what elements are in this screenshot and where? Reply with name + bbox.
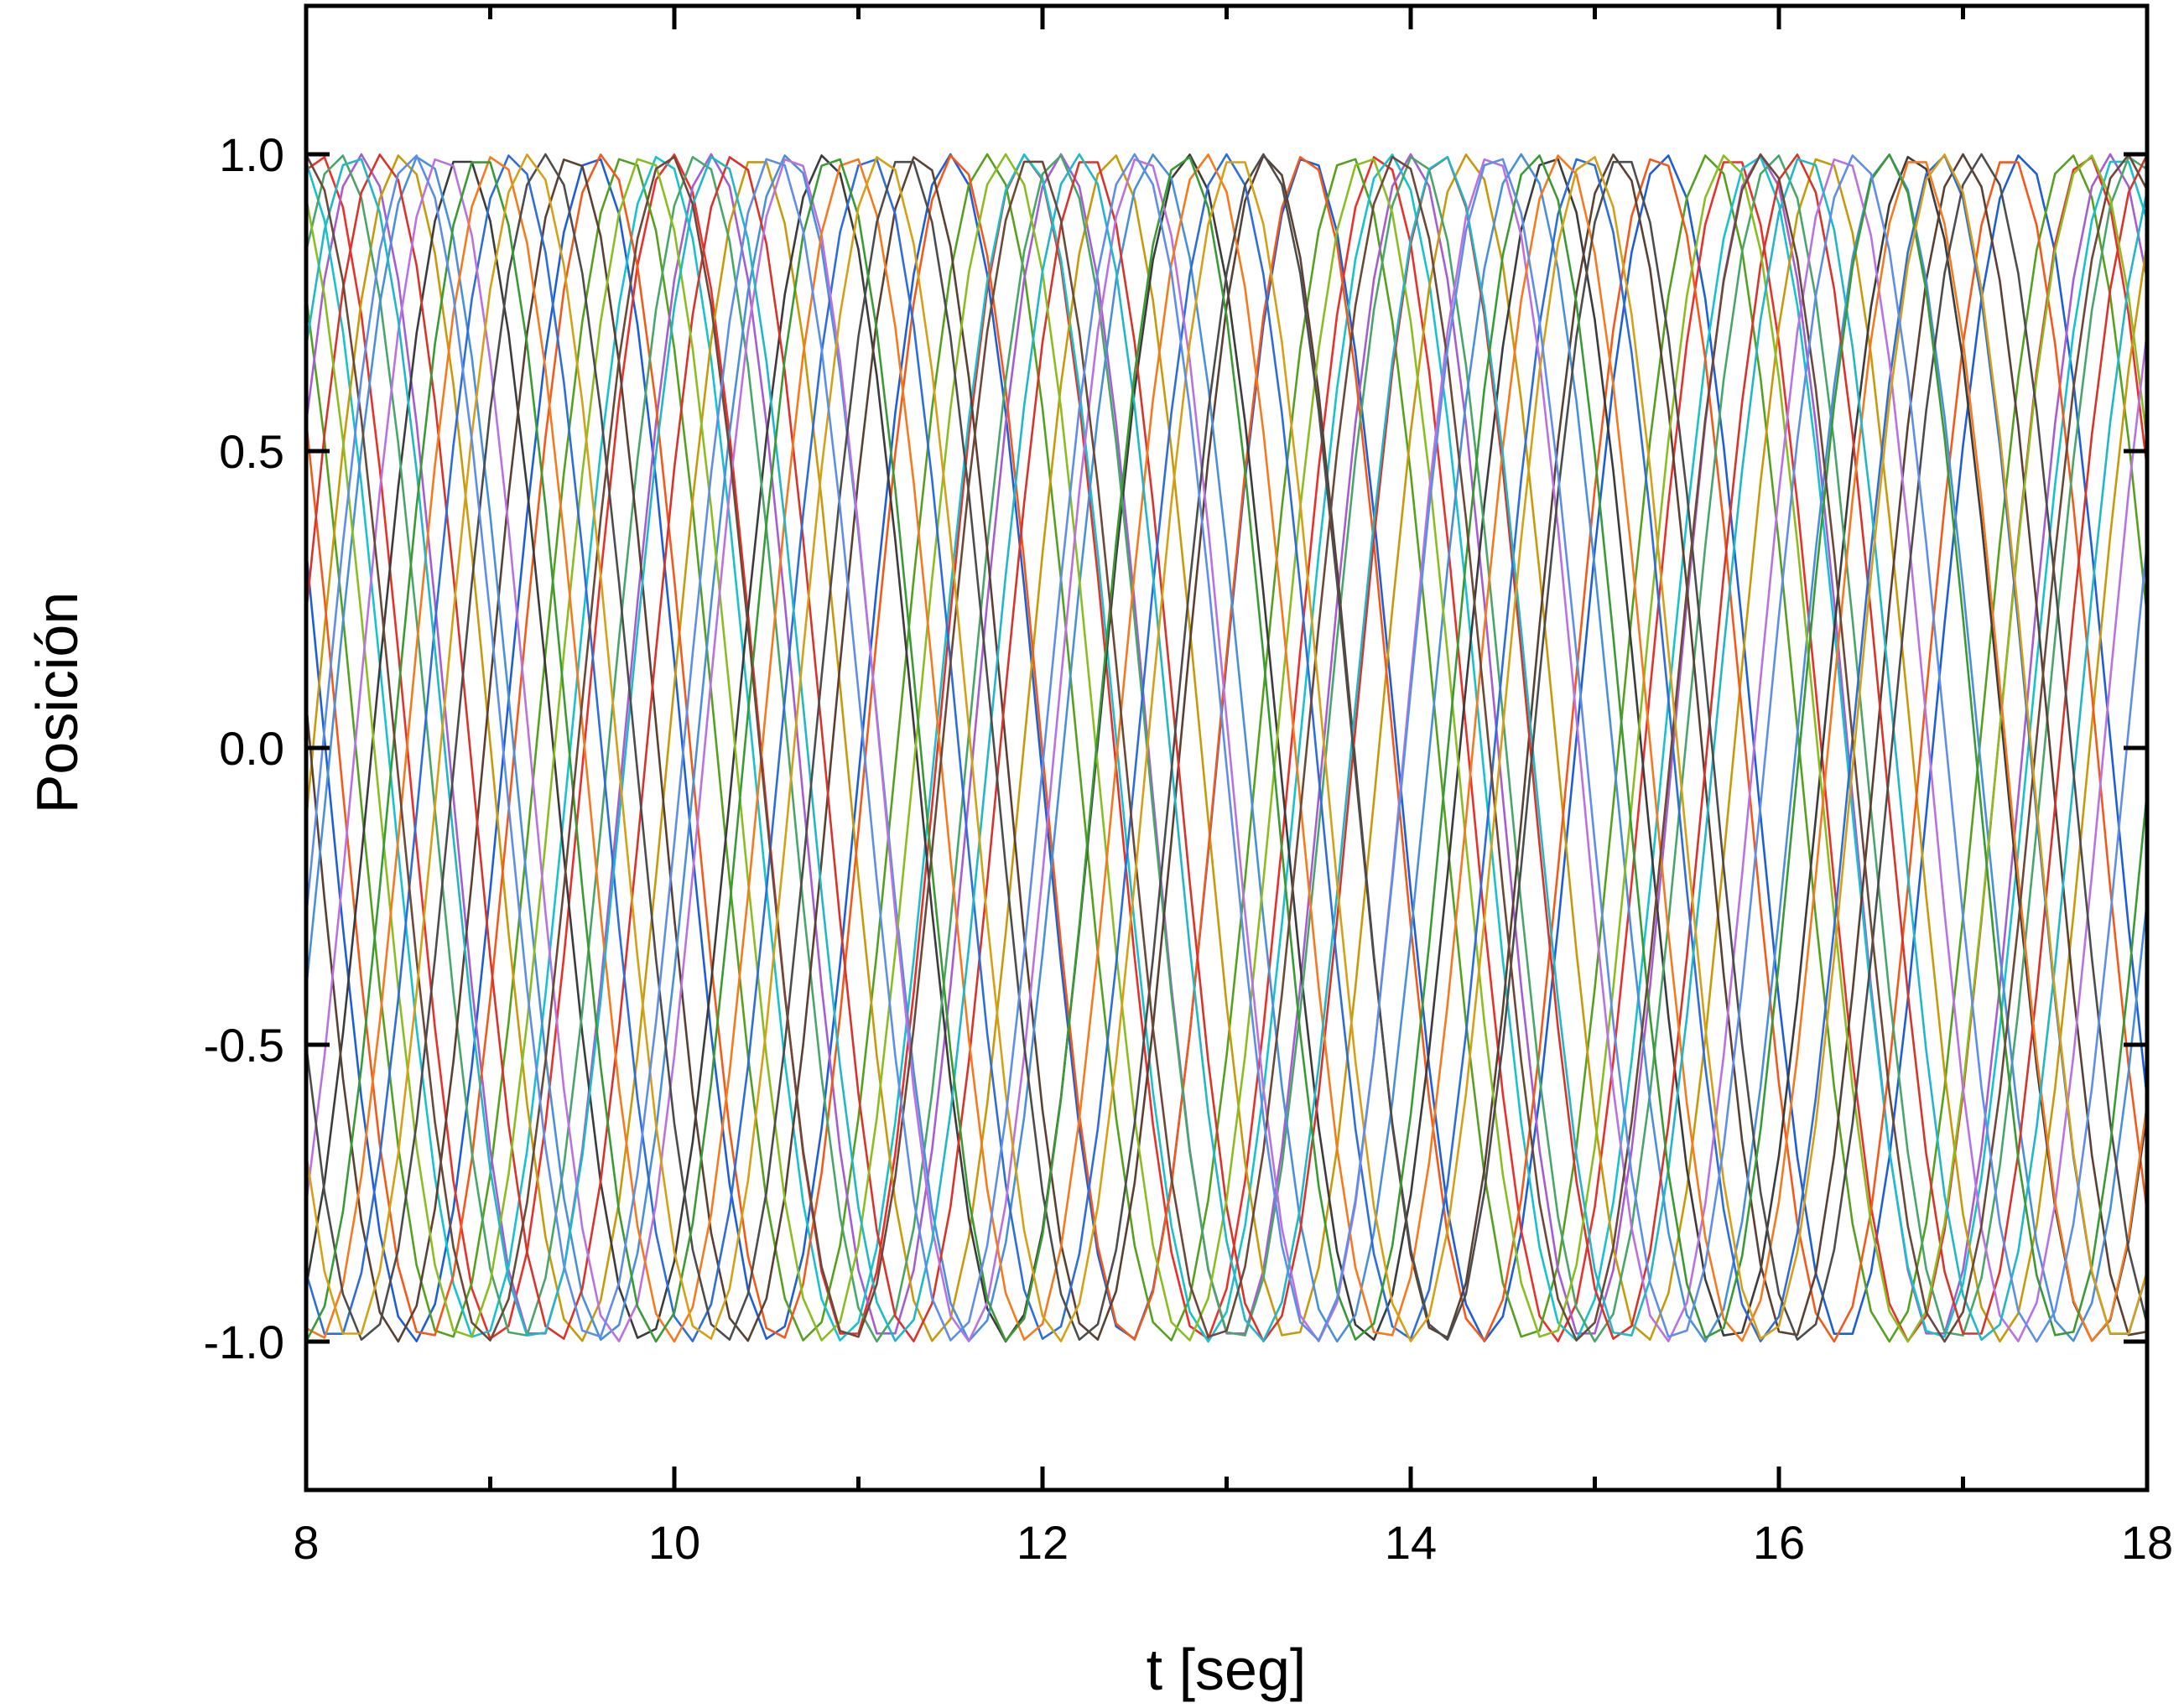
x-tick-label-2: 12 <box>1017 1516 1069 1569</box>
series-line-21 <box>306 153 2147 1342</box>
series-line-3 <box>306 153 2147 1343</box>
y-tick-label-1: 0.5 <box>219 425 284 478</box>
x-tick-label-1: 10 <box>648 1516 700 1569</box>
series-line-10 <box>306 153 2147 1343</box>
series-line-14 <box>306 153 2147 1342</box>
tick-labels-layer: 8 10 12 14 16 18 1.0 0.5 0.0 -0.5 -1.0 <box>204 128 2174 1569</box>
x-tick-label-5: 18 <box>2121 1516 2173 1569</box>
series-line-1 <box>306 153 2147 1342</box>
series-line-18 <box>306 153 2147 1341</box>
series-line-8 <box>306 153 2147 1343</box>
y-tick-label-0: 1.0 <box>219 128 284 181</box>
series-line-2 <box>306 153 2147 1342</box>
x-axis-title: t [seg] <box>1147 1637 1307 1702</box>
series-layer <box>306 153 2147 1343</box>
series-line-7 <box>306 153 2147 1343</box>
series-line-17 <box>306 153 2147 1342</box>
series-line-15 <box>306 158 2147 1342</box>
x-tick-label-3: 14 <box>1385 1516 1437 1569</box>
series-line-16 <box>306 153 2147 1343</box>
x-tick-label-0: 8 <box>293 1516 319 1569</box>
series-line-12 <box>306 153 2147 1342</box>
series-line-22 <box>306 153 2147 1343</box>
ticks-layer <box>304 6 2150 1490</box>
series-line-13 <box>306 153 2147 1343</box>
x-tick-label-4: 16 <box>1753 1516 1805 1569</box>
y-tick-label-2: 0.0 <box>219 722 284 775</box>
series-line-19 <box>306 153 2147 1343</box>
y-tick-label-3: -0.5 <box>204 1019 285 1072</box>
series-line-5 <box>306 153 2147 1343</box>
y-axis-title: Posición <box>24 592 90 814</box>
series-line-6 <box>306 153 2147 1343</box>
series-line-11 <box>306 153 2147 1343</box>
series-line-9 <box>306 154 2147 1343</box>
series-line-20 <box>306 153 2147 1343</box>
y-tick-label-4: -1.0 <box>204 1316 285 1368</box>
